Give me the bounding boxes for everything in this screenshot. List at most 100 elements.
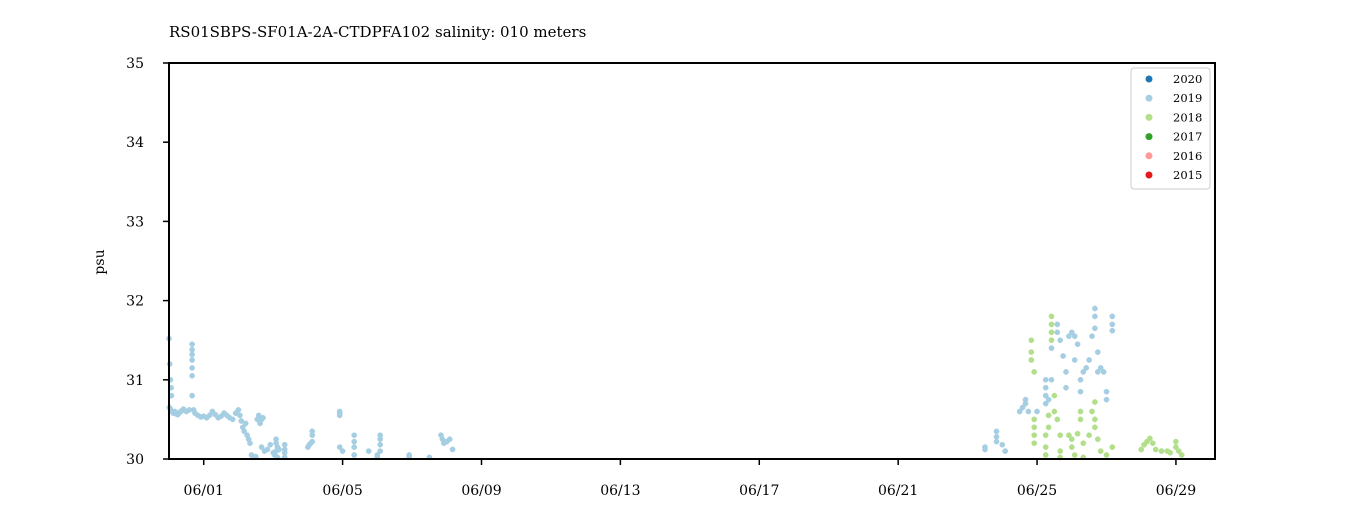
data-point-2019 <box>1083 365 1090 371</box>
data-point-2019 <box>1109 327 1116 334</box>
data-point-2019 <box>267 441 274 448</box>
data-point-2019 <box>1042 384 1049 391</box>
data-point-2019 <box>1094 369 1101 375</box>
data-point-2019 <box>351 452 358 458</box>
data-point-2018 <box>1071 452 1078 458</box>
data-point-2019 <box>1002 448 1009 454</box>
data-point-2018 <box>1092 416 1098 423</box>
data-point-2019 <box>1042 392 1049 399</box>
data-point-2019 <box>264 446 271 453</box>
data-point-2018 <box>1045 424 1052 431</box>
data-point-2019 <box>1100 369 1107 375</box>
x-tick-label: 06/21 <box>878 483 918 499</box>
x-tick-label: 06/09 <box>461 483 501 499</box>
data-point-2018 <box>1152 446 1159 453</box>
y-tick-label: 30 <box>126 452 144 468</box>
data-point-2019 <box>339 448 346 454</box>
data-point-2019 <box>229 416 236 423</box>
data-point-2018 <box>1028 357 1035 363</box>
data-point-2018 <box>1077 416 1084 423</box>
data-point-2019 <box>238 418 245 424</box>
data-point-2019 <box>258 444 265 450</box>
data-point-2018 <box>1042 444 1049 450</box>
y-axis-label: psu <box>92 249 108 274</box>
data-point-2019 <box>1080 369 1087 375</box>
data-point-2019 <box>1048 345 1055 351</box>
data-point-2019 <box>255 412 262 419</box>
y-tick-label: 31 <box>126 373 144 389</box>
x-tick-label: 06/13 <box>600 483 640 499</box>
data-point-2019 <box>281 446 288 453</box>
data-point-2018 <box>1031 369 1038 375</box>
legend-marker-2020 <box>1145 75 1153 83</box>
data-point-2018 <box>1048 313 1055 320</box>
data-point-2019 <box>1077 388 1084 395</box>
data-point-2019 <box>189 346 195 353</box>
legend-marker-2018 <box>1145 113 1153 121</box>
data-point-2018 <box>1057 448 1064 454</box>
data-point-2018 <box>1051 408 1058 415</box>
data-point-2018 <box>1175 448 1182 454</box>
data-point-2019 <box>365 448 372 454</box>
y-tick-label: 34 <box>126 135 144 151</box>
data-point-2019 <box>189 351 195 358</box>
data-point-2019 <box>1109 321 1116 328</box>
data-point-2019 <box>1042 376 1049 383</box>
data-point-2019 <box>1016 408 1023 415</box>
data-point-2018 <box>1048 321 1055 328</box>
data-point-2019 <box>374 452 381 458</box>
data-point-2019 <box>1034 408 1040 415</box>
data-point-2019 <box>1089 333 1095 340</box>
legend-marker-2017 <box>1145 133 1153 141</box>
data-point-2018 <box>1048 329 1055 336</box>
data-point-2019 <box>1071 333 1078 340</box>
data-point-2019 <box>1048 376 1055 383</box>
data-point-2018 <box>1094 436 1101 443</box>
data-point-2019 <box>237 412 243 419</box>
data-point-2018 <box>1054 416 1061 423</box>
data-point-2018 <box>1042 432 1049 439</box>
data-point-2019 <box>1092 325 1098 332</box>
legend-marker-2015 <box>1145 171 1153 179</box>
data-point-2018 <box>1051 392 1058 399</box>
data-point-2018 <box>1092 399 1098 405</box>
data-point-2018 <box>1068 436 1075 443</box>
data-point-2019 <box>351 438 358 445</box>
data-point-2019 <box>309 438 316 445</box>
data-point-2019 <box>281 441 288 448</box>
data-point-2018 <box>1028 349 1035 355</box>
data-point-2019 <box>1103 396 1110 403</box>
legend-marker-2016 <box>1145 152 1153 160</box>
data-point-2019 <box>1068 329 1075 336</box>
data-point-2019 <box>1092 313 1098 320</box>
plot-frame <box>168 62 1216 460</box>
data-point-2019 <box>1019 404 1026 411</box>
data-point-2018 <box>1042 452 1049 458</box>
data-point-2019 <box>449 446 456 453</box>
data-point-2019 <box>377 448 384 454</box>
data-point-2018 <box>1031 424 1038 431</box>
data-point-2019 <box>235 407 242 413</box>
data-point-2019 <box>242 420 249 427</box>
data-point-2019 <box>1094 349 1101 355</box>
legend-label-2015: 2015 <box>1173 168 1202 182</box>
data-point-2018 <box>1086 432 1092 439</box>
data-point-2019 <box>446 436 453 443</box>
data-point-2018 <box>1173 438 1179 445</box>
legend-label-2019: 2019 <box>1173 91 1202 105</box>
data-point-2018 <box>1068 444 1075 450</box>
y-tick-label: 32 <box>126 294 144 310</box>
data-point-2019 <box>1054 321 1061 328</box>
data-point-2018 <box>1178 452 1185 458</box>
data-point-2019 <box>1042 400 1049 407</box>
y-tick-label: 33 <box>126 214 144 230</box>
data-point-2019 <box>1103 388 1110 395</box>
chart-title: RS01SBPS-SF01A-2A-CTDPFA102 salinity: 01… <box>169 23 586 41</box>
data-point-2018 <box>1092 424 1098 431</box>
data-point-2019 <box>309 428 316 435</box>
data-point-2018 <box>1028 337 1035 344</box>
data-point-2018 <box>1103 452 1110 458</box>
data-point-2019 <box>377 441 384 448</box>
data-point-2018 <box>1077 408 1084 415</box>
data-point-2019 <box>1063 369 1069 375</box>
